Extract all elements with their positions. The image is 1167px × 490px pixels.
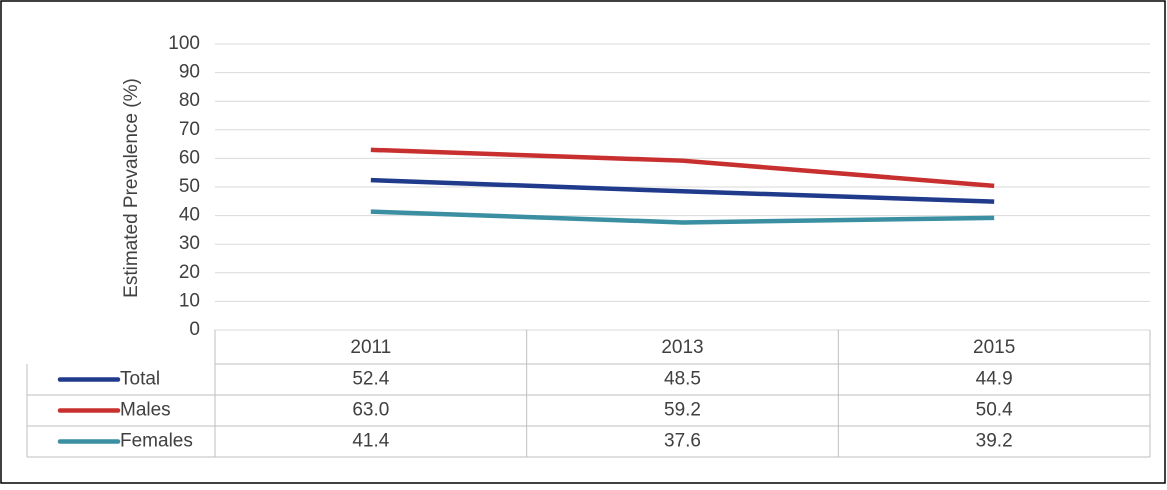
x-tick-label: 2011 — [350, 337, 391, 358]
table-value: 39.2 — [976, 431, 1013, 452]
series-line — [370, 177, 995, 204]
y-tick-label: 90 — [179, 62, 200, 83]
table-value: 37.6 — [664, 431, 701, 452]
legend-label: Total — [120, 369, 160, 390]
y-tick-label: 50 — [179, 176, 200, 197]
y-tick-label: 40 — [179, 205, 200, 226]
y-tick-label: 70 — [179, 119, 200, 140]
legend-label: Males — [120, 400, 171, 421]
legend-label: Females — [120, 431, 193, 452]
table-value: 50.4 — [976, 400, 1013, 421]
x-tick-label: 2015 — [973, 337, 1015, 358]
table-value: 63.0 — [352, 400, 389, 421]
y-tick-label: 0 — [189, 319, 200, 340]
y-tick-label: 10 — [179, 290, 200, 311]
series-line — [370, 147, 995, 189]
y-tick-label: 100 — [168, 33, 200, 54]
series-line — [370, 209, 995, 225]
y-tick-label: 60 — [179, 147, 200, 168]
y-tick-label: 20 — [179, 262, 200, 283]
x-tick-label: 2013 — [661, 337, 703, 358]
y-tick-label: 80 — [179, 90, 200, 111]
table-value: 48.5 — [664, 369, 701, 390]
table-value: 41.4 — [352, 431, 389, 452]
table-value: 59.2 — [664, 400, 701, 421]
y-axis-label: Estimated Prevalence (%) — [121, 78, 142, 298]
table-value: 44.9 — [976, 369, 1013, 390]
table-value: 52.4 — [352, 369, 389, 390]
y-tick-label: 30 — [179, 233, 200, 254]
